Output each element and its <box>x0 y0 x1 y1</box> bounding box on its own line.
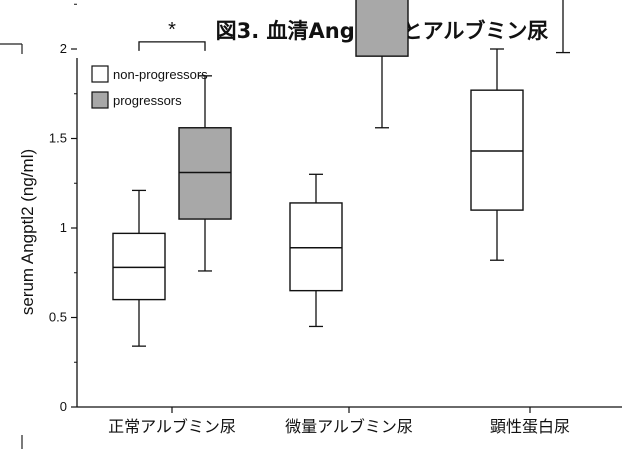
legend-swatch-progressors <box>91 91 109 109</box>
box-iqr <box>112 232 166 301</box>
significance-star: * <box>168 19 176 41</box>
box-progressors-0 <box>178 75 232 272</box>
box-iqr <box>355 0 409 57</box>
box-iqr <box>289 202 343 292</box>
y-tick-label: 1.5 <box>49 131 67 146</box>
significance-markers: *** <box>138 19 206 51</box>
significance-bracket <box>138 41 206 51</box>
y-tick-label: 2 <box>60 41 67 56</box>
legend-label-progressors: progressors <box>113 93 182 108</box>
box-series <box>112 0 570 347</box>
box-non-progressors-2 <box>470 48 524 261</box>
box-non-progressors-0 <box>112 189 166 347</box>
y-axis-ticks: 00.511.522.533.5 <box>49 3 77 414</box>
legend-label-non-progressors: non-progressors <box>113 67 208 82</box>
box-progressors-1 <box>355 0 409 129</box>
box-iqr <box>178 127 232 220</box>
y-axis-label: serum Angptl2 (ng/ml) <box>18 149 37 315</box>
y-tick-label: 1 <box>60 220 67 235</box>
x-category-label: 微量アルブミン尿 <box>285 417 413 436</box>
legend: non-progressors progressors <box>91 65 208 109</box>
box-progressors-2 <box>556 0 570 54</box>
plot-frame <box>76 58 622 408</box>
y-tick-label: 0.5 <box>49 310 67 325</box>
x-axis-categories: 正常アルブミン尿 微量アルブミン尿 顕性蛋白尿 <box>108 407 570 436</box>
x-category-label: 正常アルブミン尿 <box>108 417 236 436</box>
x-category-label: 顕性蛋白尿 <box>490 417 570 436</box>
box-non-progressors-1 <box>289 173 343 328</box>
legend-swatch-non-progressors <box>91 65 109 83</box>
y-tick-label: 0 <box>60 399 67 414</box>
box-iqr <box>470 89 524 211</box>
